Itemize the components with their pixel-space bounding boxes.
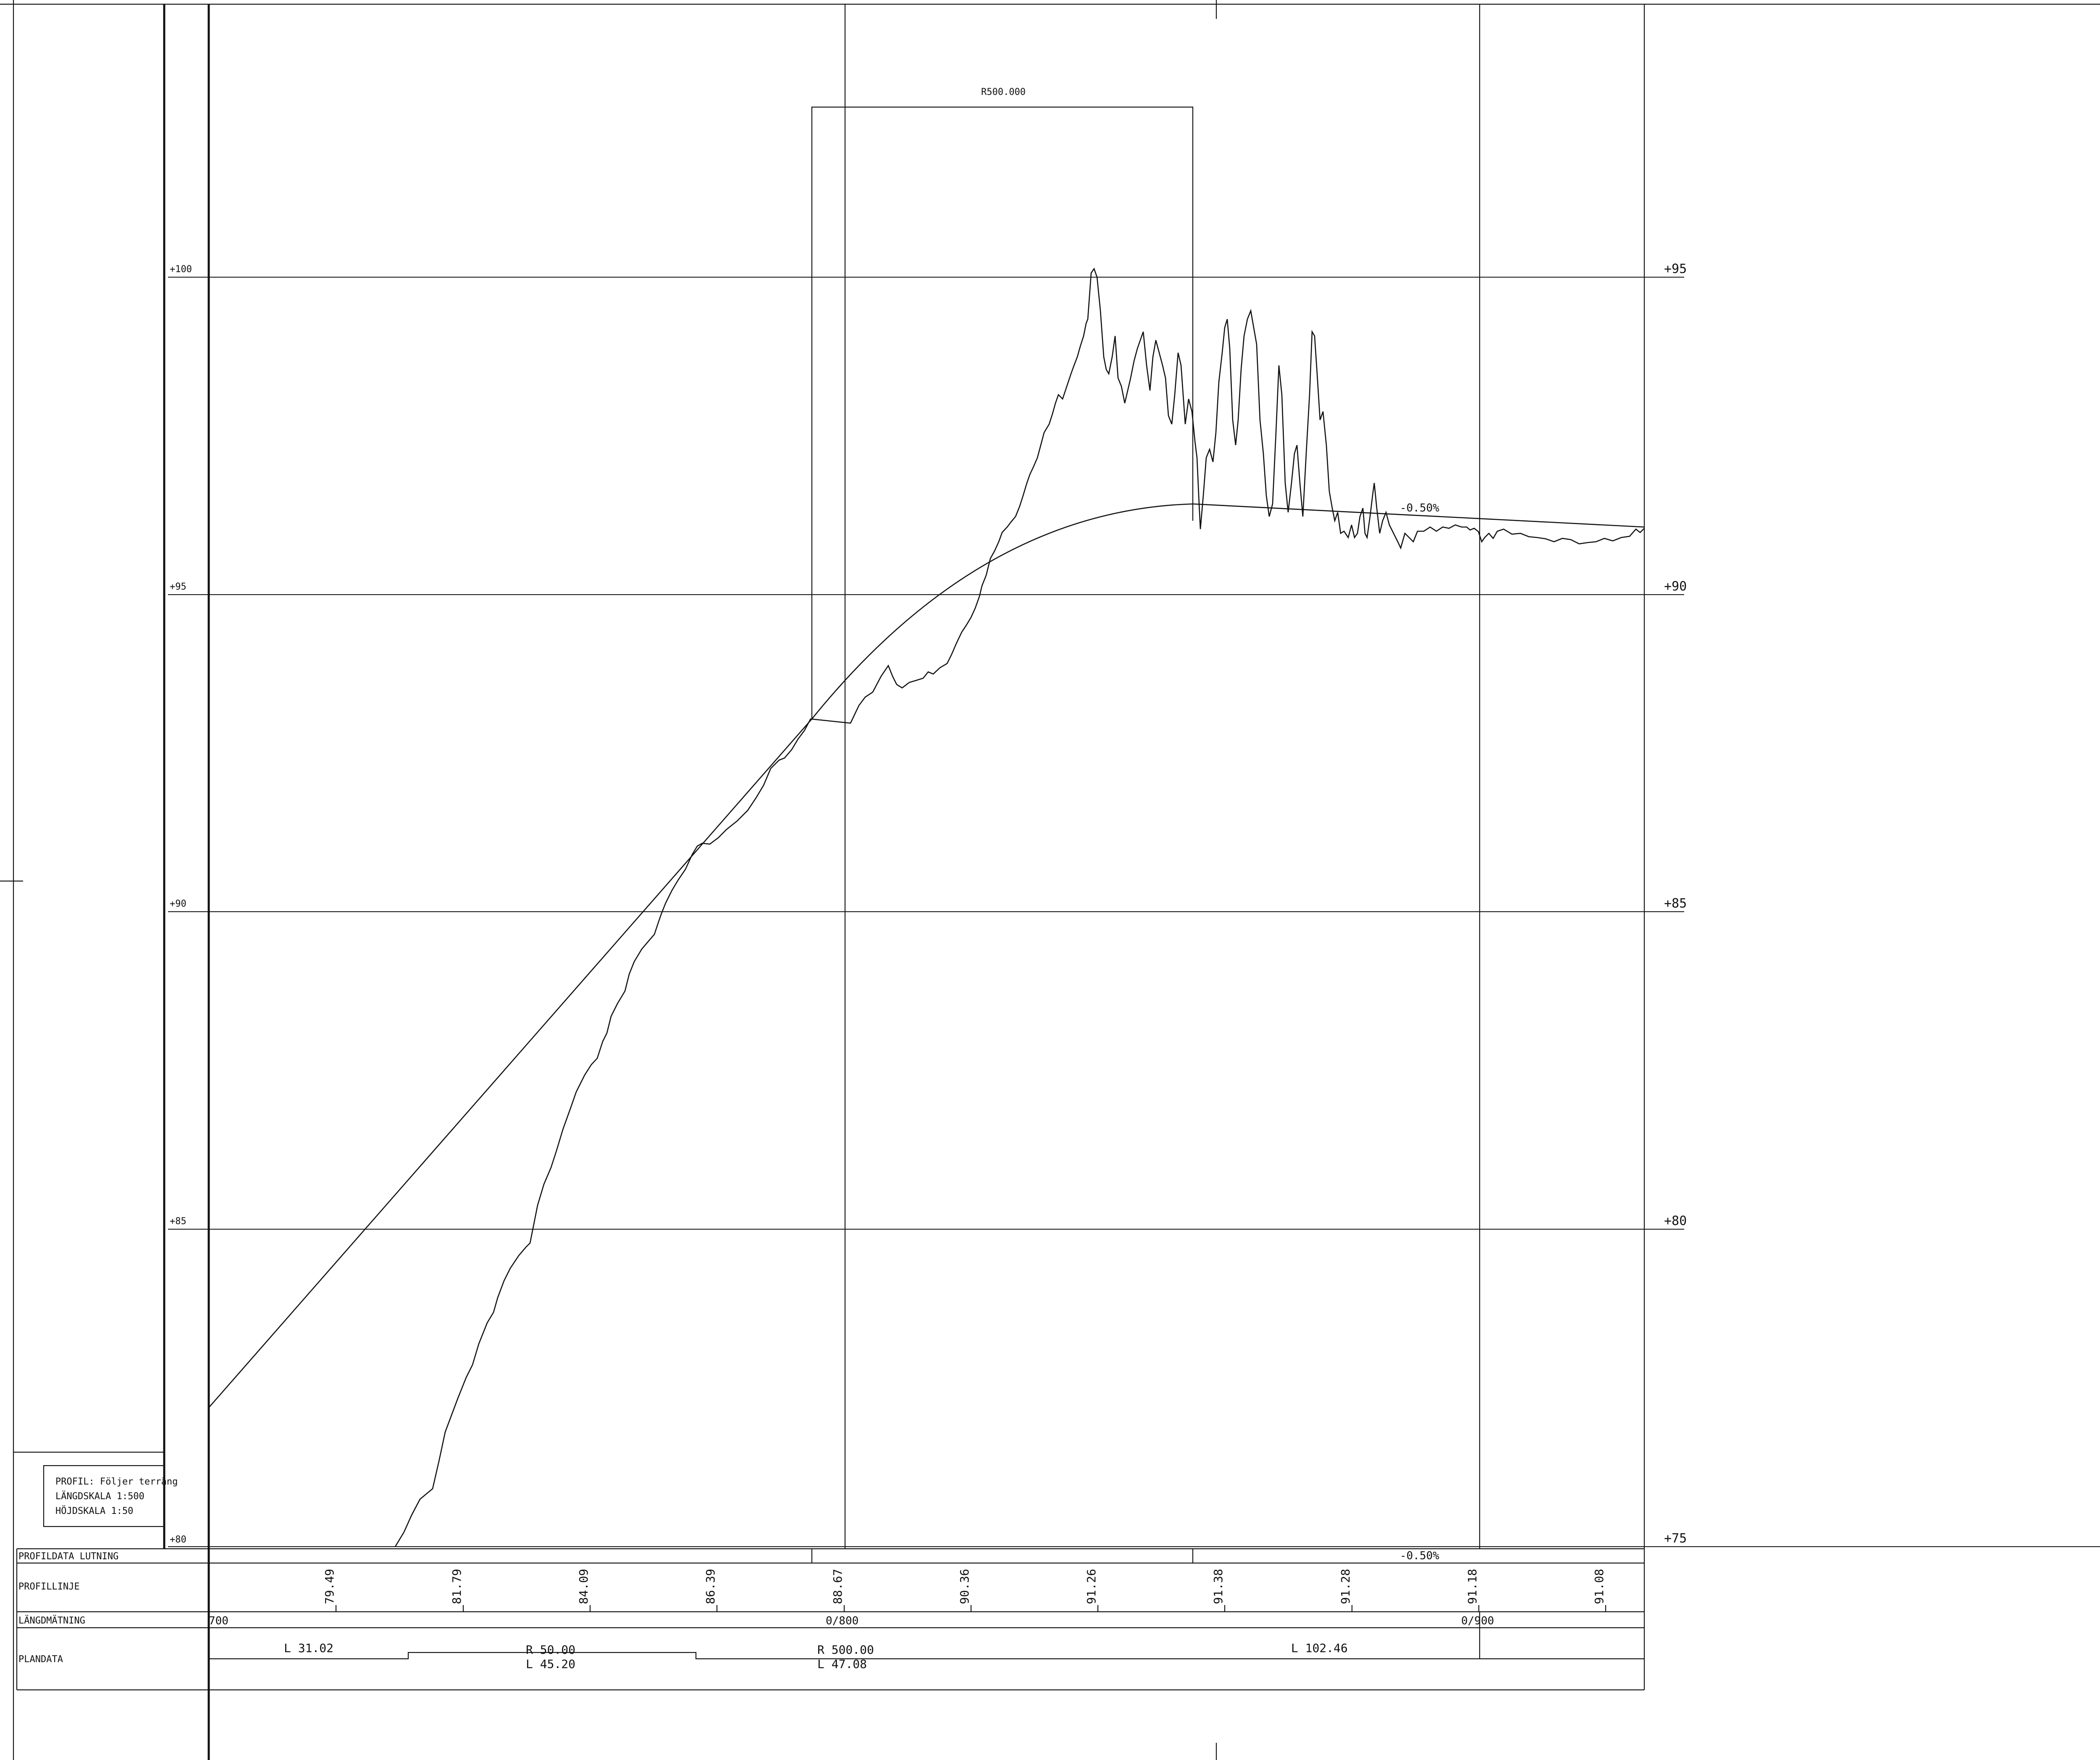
profile-value: 79.49 [323,1569,336,1604]
info-box-line1: PROFIL: Följer terräng [55,1477,178,1487]
profile-value: 91.08 [1592,1569,1606,1604]
profile-value: 91.18 [1465,1569,1479,1604]
band-row-lutning: PROFILDATA LUTNING [18,1551,118,1562]
plandata-label: L 45.20 [526,1657,575,1671]
plandata-alignment [209,1652,1644,1660]
profile-value: 81.79 [450,1569,464,1604]
profile-value: 90.36 [958,1569,971,1604]
left-axis-label: +85 [170,1216,186,1227]
left-axis-label: +100 [170,264,192,275]
elevation-grid [168,277,2100,1547]
station-label: 700 [209,1615,228,1627]
profile-value: 91.28 [1339,1569,1352,1604]
profile-value: 88.67 [831,1569,845,1604]
profile-value: 91.26 [1084,1569,1098,1604]
right-axis-label: +80 [1664,1214,1687,1228]
left-axis-label: +90 [170,899,186,909]
plandata-label: L 47.08 [817,1657,867,1671]
right-axis-label: +75 [1664,1531,1687,1546]
left-axis-label: +80 [170,1534,186,1545]
band-lutning-value: -0.50% [1400,1550,1439,1562]
profile-value: 84.09 [577,1569,591,1604]
profile-value: 86.39 [704,1569,717,1604]
right-axis: +95 +90 +85 +80 +75 [1664,262,1687,1546]
curve-radius-label: R500.000 [981,87,1026,97]
plandata-label: L 102.46 [1291,1641,1348,1655]
profile-ticks [335,1605,1606,1612]
station-label: 0/900 [1461,1615,1494,1627]
left-axis-label: +95 [170,582,186,592]
info-box-line3: HÖJDSKALA 1:50 [55,1506,133,1516]
left-axis: +100 +95 +90 +85 +80 [170,264,192,1545]
grade-label: -0.50% [1400,502,1439,514]
terrain-line [394,268,1645,1547]
right-axis-label: +85 [1664,896,1687,911]
info-box-line2: LÄNGDSKALA 1:500 [55,1491,144,1502]
design-profile-line [208,503,1645,1408]
vertical-curve-bracket: R500.000 [811,87,1194,719]
right-axis-label: +95 [1664,262,1687,276]
station-label: 0/800 [826,1615,858,1627]
right-axis-label: +90 [1664,579,1687,594]
band-row-profillinje: PROFILLINJE [18,1582,80,1592]
plandata-label: R 50.00 [526,1643,575,1657]
band-row-plandata: PLANDATA [18,1654,63,1665]
band-row-langdmatning: LÄNGDMÄTNING [18,1615,85,1626]
data-band: PROFILDATA LUTNING PROFILLINJE LÄNGDMÄTN… [16,1548,1645,1691]
info-box: PROFIL: Följer terräng LÄNGDSKALA 1:500 … [43,1465,178,1527]
plandata-label: R 500.00 [817,1643,874,1657]
profile-value: 91.38 [1211,1569,1225,1604]
plandata-label: L 31.02 [284,1641,333,1655]
